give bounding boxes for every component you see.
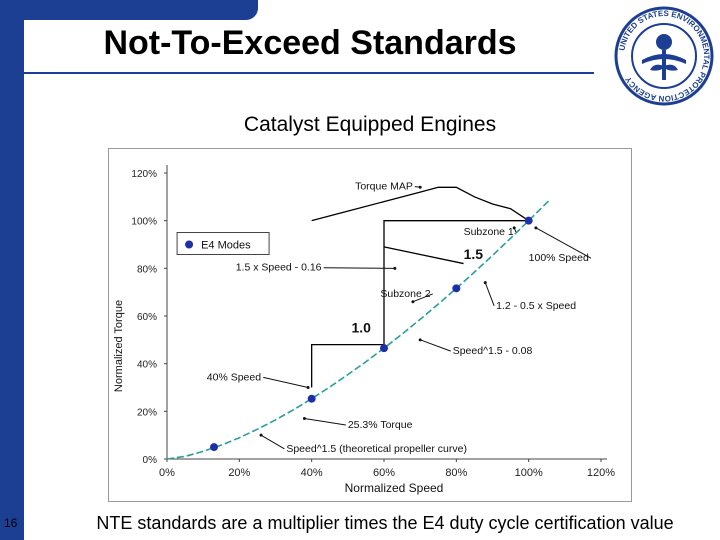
e4-mode-point: [380, 344, 388, 353]
annotation-label: 1.5: [464, 246, 484, 262]
x-tick-label: 20%: [228, 467, 250, 479]
x-tick-label: 80%: [445, 467, 467, 479]
y-tick-label: 80%: [137, 264, 157, 275]
slide-footer: NTE standards are a multiplier times the…: [96, 513, 674, 533]
annotation-label: Speed^1.5 (theoretical propeller curve): [286, 443, 467, 455]
nte-chart: 0% 20% 40% 60% 80% 100% 120% 0% 20% 40% 60% 80% 100%…: [113, 165, 615, 495]
x-tick-label: 0%: [159, 467, 175, 479]
annotation-label: Subzone 2: [380, 288, 430, 300]
annotation-pointer-tip: [483, 281, 487, 285]
annotation-pointer-tip: [302, 416, 306, 420]
e4-mode-point: [524, 216, 533, 225]
annotation-label: Torque MAP: [355, 181, 413, 193]
y-axis-label: Normalized Torque: [113, 300, 125, 392]
left-accent-bar: [0, 0, 24, 540]
annotation-label: 40% Speed: [207, 371, 261, 383]
annotation-pointer-tip: [411, 300, 415, 304]
annotation-pointer: [304, 417, 346, 426]
e4-mode-point: [210, 443, 219, 452]
y-tick-label: 120%: [131, 169, 157, 180]
annotation-pointer-tip: [418, 338, 422, 342]
y-tick-label: 20%: [137, 407, 157, 418]
y-tick-label: 40%: [137, 360, 157, 371]
annotation-pointer-tip: [393, 266, 397, 270]
annotation-pointer: [419, 339, 451, 352]
annotation-pointer-tip: [259, 433, 263, 437]
y-tick-label: 100%: [131, 217, 157, 228]
subzone-divider-line: [383, 246, 464, 265]
legend-box: [176, 232, 270, 255]
slide-title: Not-To-Exceed Standards: [103, 24, 517, 62]
x-axis-label: Normalized Speed: [345, 481, 444, 495]
e4-mode-point: [307, 394, 316, 403]
chart-subtitle: Catalyst Equipped Engines: [243, 113, 497, 136]
annotation-pointer: [323, 267, 395, 269]
torque-map-line: [311, 186, 530, 222]
annotation-label: 25.3% Torque: [348, 419, 413, 431]
y-tick-label: 60%: [137, 312, 157, 323]
title-underline: [24, 72, 594, 74]
x-tick-label: 120%: [587, 467, 615, 479]
annotation-pointer-tip: [512, 226, 516, 230]
annotation-pointer: [260, 434, 285, 450]
legend-label: E4 Modes: [201, 240, 251, 252]
legend-marker: [185, 240, 194, 249]
x-tick-label: 100%: [515, 467, 543, 479]
annotation-label: Speed^1.5 - 0.08: [453, 345, 533, 357]
annotation-pointer-tip: [418, 185, 422, 189]
chart-frame: 0% 20% 40% 60% 80% 100% 120% 0% 20% 40% 60% 80% 100%…: [108, 148, 632, 502]
x-tick-label: 60%: [373, 467, 395, 479]
annotation-label: Subzone 1: [464, 226, 514, 238]
propeller-curve-line: [166, 198, 551, 460]
slide-number: 16: [4, 516, 18, 530]
e4-mode-point: [452, 284, 461, 293]
annotation-label: 100% Speed: [529, 252, 589, 264]
annotation-pointer: [535, 227, 592, 259]
y-tick-label: 0%: [143, 455, 158, 466]
annotation-label: 1.0: [351, 320, 371, 336]
x-tick-label: 40%: [301, 467, 323, 479]
annotation-label: 1.5 x Speed - 0.16: [236, 262, 322, 274]
annotation-pointer-tip: [306, 386, 310, 389]
annotation-pointer: [412, 293, 433, 303]
annotation-pointer: [484, 282, 495, 307]
top-accent-bar: [0, 0, 258, 20]
annotation-label: 1.2 - 0.5 x Speed: [496, 300, 576, 312]
annotation-pointer: [263, 376, 309, 388]
annotation-pointer-tip: [534, 226, 538, 230]
epa-seal-logo: UNITED STATES ENVIRONMENTAL PROTECTION A…: [614, 6, 714, 106]
